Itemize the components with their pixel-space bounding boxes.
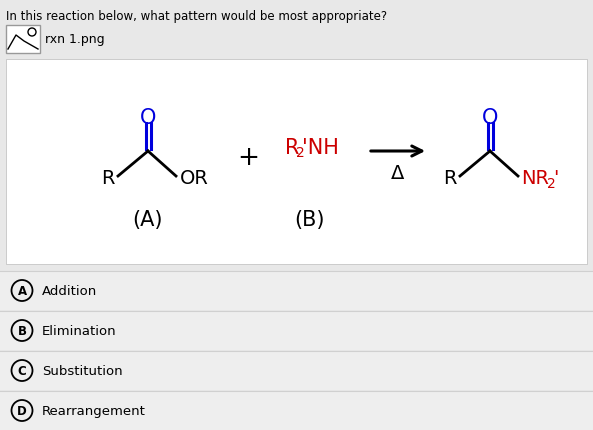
Text: Rearrangement: Rearrangement (42, 404, 146, 417)
Text: rxn 1.png: rxn 1.png (45, 34, 104, 46)
Text: O: O (140, 108, 156, 128)
Text: Elimination: Elimination (42, 324, 117, 337)
Text: OR: OR (180, 169, 209, 188)
Text: 2: 2 (547, 177, 556, 190)
Text: B: B (18, 324, 27, 337)
Text: +: + (237, 144, 259, 171)
Text: D: D (17, 404, 27, 417)
Text: 2: 2 (296, 146, 305, 160)
Text: Δ: Δ (391, 164, 404, 183)
Bar (0, 271, 593, 310)
Bar (6, 60, 587, 264)
Text: Substitution: Substitution (42, 364, 123, 377)
Text: (A): (A) (133, 209, 163, 230)
Text: R: R (443, 169, 457, 188)
Text: A: A (17, 284, 27, 297)
Text: Addition: Addition (42, 284, 97, 297)
Text: (B): (B) (295, 209, 325, 230)
Text: ': ' (553, 169, 559, 188)
Text: NR: NR (521, 169, 549, 188)
Text: O: O (482, 108, 498, 128)
Text: C: C (18, 364, 26, 377)
Bar (6, 26, 40, 54)
Text: 'NH: 'NH (302, 138, 339, 158)
Bar (0, 351, 593, 390)
Text: In this reaction below, what pattern would be most appropriate?: In this reaction below, what pattern wou… (6, 10, 387, 23)
Text: R: R (101, 169, 115, 188)
Bar (0, 311, 593, 350)
Text: R: R (285, 138, 299, 158)
Bar (0, 391, 593, 430)
